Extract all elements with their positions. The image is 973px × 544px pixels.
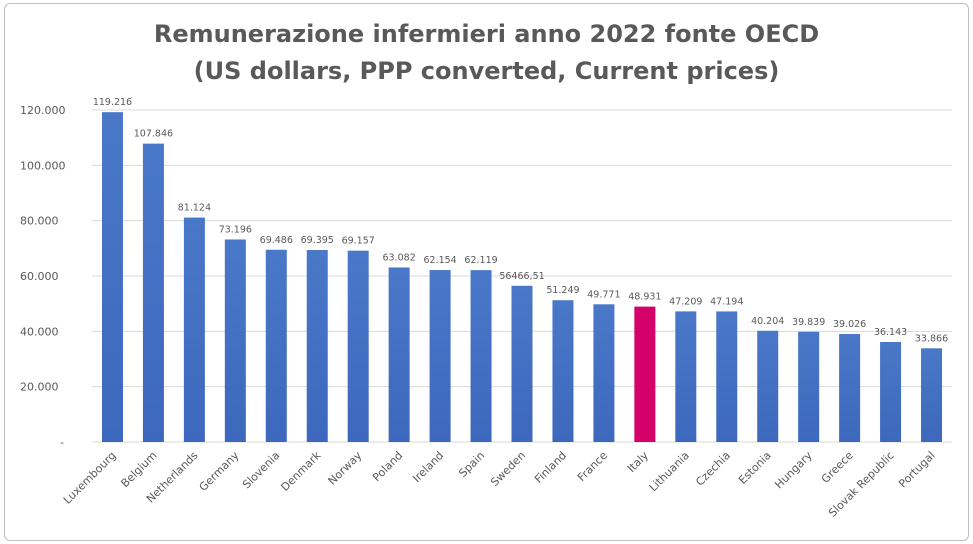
- data-label: 119.216: [93, 97, 132, 108]
- bar-estonia: [757, 330, 779, 442]
- chart-title-line-1: Remunerazione infermieri anno 2022 fonte…: [153, 20, 820, 48]
- bar-sweden: [511, 285, 533, 442]
- data-label: 47.194: [710, 296, 743, 307]
- x-tick-label: Luxembourg: [61, 449, 119, 507]
- data-label: 69.395: [301, 235, 334, 246]
- y-tick-label: 100.000: [20, 159, 66, 172]
- x-tick-label: Poland: [370, 449, 405, 484]
- data-label: 62.154: [423, 255, 456, 266]
- bar-poland: [388, 267, 410, 442]
- data-label: 73.196: [219, 224, 252, 235]
- bar-italy: [634, 306, 656, 442]
- data-label: 40.204: [751, 316, 784, 327]
- data-label: 63.082: [383, 252, 416, 263]
- bar-hungary: [798, 331, 820, 442]
- bar-belgium: [142, 143, 164, 442]
- bar-greece: [839, 334, 861, 442]
- bar-slovak-republic: [880, 342, 902, 442]
- data-label: 81.124: [178, 203, 211, 214]
- x-tick-label: Finland: [532, 449, 569, 486]
- y-tick-label: -: [60, 436, 64, 449]
- data-label: 49.771: [587, 289, 620, 300]
- x-tick-label: Belgium: [118, 449, 159, 490]
- bar-germany: [224, 239, 246, 442]
- bar-spain: [470, 270, 492, 442]
- y-tick-label: 60.000: [20, 270, 59, 283]
- data-label: 39.026: [833, 319, 866, 330]
- data-label: 69.157: [342, 236, 375, 247]
- data-label: 62.119: [464, 255, 497, 266]
- x-tick-label: Sweden: [488, 449, 528, 489]
- x-tick-label: Hungary: [772, 449, 815, 492]
- x-tick-label: France: [575, 449, 610, 484]
- data-label: 33.866: [915, 333, 948, 344]
- x-tick-label: Spain: [456, 449, 487, 480]
- data-label: 51.249: [546, 285, 579, 296]
- bar-luxembourg: [101, 112, 123, 442]
- data-label: 47.209: [669, 296, 702, 307]
- bar-czechia: [716, 311, 738, 442]
- data-label: 48.931: [628, 292, 661, 303]
- bar-lithuania: [675, 311, 697, 442]
- chart-title: Remunerazione infermieri anno 2022 fonte…: [0, 16, 973, 90]
- x-tick-label: Norway: [326, 449, 365, 488]
- x-tick-label: Portugal: [896, 449, 937, 490]
- data-label: 39.839: [792, 317, 825, 328]
- y-tick-label: 80.000: [20, 215, 59, 228]
- bar-denmark: [306, 250, 328, 442]
- x-tick-label: Italy: [625, 449, 651, 475]
- data-label: 107.846: [134, 129, 173, 140]
- x-tick-label: Germany: [197, 449, 242, 494]
- data-label: 69.486: [260, 235, 293, 246]
- bar-france: [593, 304, 615, 442]
- chart-title-line-2: (US dollars, PPP converted, Current pric…: [193, 57, 780, 85]
- x-tick-label: Estonia: [736, 449, 774, 487]
- y-tick-label: 120.000: [20, 104, 66, 117]
- bar-norway: [347, 250, 369, 442]
- y-tick-label: 40.000: [20, 325, 59, 338]
- x-tick-label: Slovenia: [240, 449, 282, 491]
- bar-netherlands: [183, 217, 205, 442]
- x-tick-label: Czechia: [693, 449, 733, 489]
- bar-slovenia: [265, 249, 287, 442]
- data-label: 36.143: [874, 327, 907, 338]
- x-tick-label: Lithuania: [647, 449, 692, 494]
- bar-portugal: [921, 348, 943, 442]
- x-tick-label: Ireland: [410, 449, 446, 485]
- x-tick-label: Greece: [819, 449, 856, 486]
- data-label: 56466,51: [499, 271, 544, 282]
- bar-ireland: [429, 270, 451, 442]
- bar-finland: [552, 300, 574, 442]
- y-tick-label: 20.000: [20, 381, 59, 394]
- x-tick-label: Denmark: [278, 448, 323, 493]
